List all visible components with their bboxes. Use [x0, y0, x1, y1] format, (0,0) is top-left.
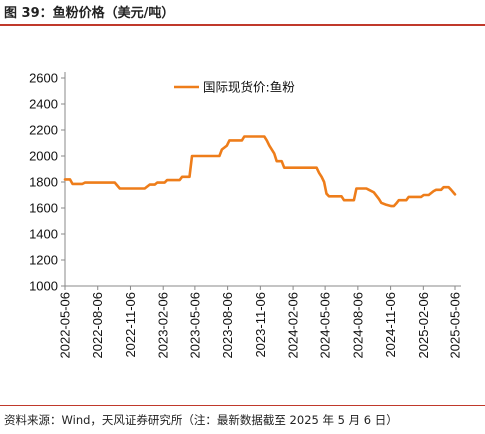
x-tick-label: 2023-11-06 [253, 292, 268, 358]
y-tick-label: 1000 [29, 279, 58, 294]
source-note: 资料来源：Wind，天风证券研究所（注：最新数据截至 2025 年 5 月 6 … [4, 413, 398, 427]
legend: 国际现货价:鱼粉 [174, 80, 295, 95]
x-tick-label: 2024-08-06 [350, 292, 365, 359]
series-line [63, 135, 457, 208]
x-tick-label: 2023-05-06 [187, 292, 202, 359]
y-tick-label: 1800 [29, 175, 58, 190]
axes [64, 72, 461, 287]
fishmeal-price-chart: 1000 1200 1400 1600 1800 2000 2200 2400 2600 202… [29, 71, 463, 359]
x-tick-label: 2023-02-06 [156, 292, 171, 359]
y-axis-ticks: 1000 1200 1400 1600 1800 2000 2200 2400 2600 [29, 71, 65, 294]
x-tick-label: 2024-11-06 [383, 292, 398, 358]
x-tick-label: 2024-05-06 [318, 292, 333, 359]
x-tick-label: 2022-08-06 [90, 292, 105, 359]
y-tick-label: 1200 [29, 253, 58, 268]
header-rule [0, 24, 485, 26]
y-tick-label: 1600 [29, 201, 58, 216]
x-tick-label: 2025-05-06 [448, 292, 463, 359]
footer-rule [0, 405, 485, 406]
y-tick-label: 2400 [29, 97, 58, 112]
x-tick-label: 2023-08-06 [220, 292, 235, 359]
x-tick-label: 2022-05-06 [58, 292, 73, 359]
y-tick-label: 2200 [29, 123, 58, 138]
series-points [64, 136, 456, 207]
x-axis-ticks: 2022-05-06 2022-08-06 2022-11-06 2023-02-06… [58, 286, 463, 359]
x-tick-label: 2025-02-06 [416, 292, 431, 359]
x-tick-label: 2024-02-06 [286, 292, 301, 359]
x-tick-label: 2022-11-06 [123, 292, 138, 358]
legend-label: 国际现货价:鱼粉 [203, 80, 295, 95]
y-tick-label: 2600 [29, 71, 58, 86]
chart-title: 图 39：鱼粉价格（美元/吨） [4, 6, 175, 21]
plot-area [63, 135, 457, 208]
y-tick-label: 1400 [29, 227, 58, 242]
y-tick-label: 2000 [29, 149, 58, 164]
